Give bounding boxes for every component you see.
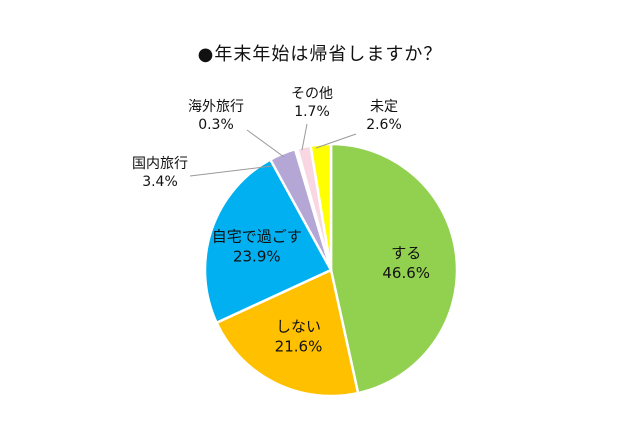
- leader-line: [301, 123, 308, 151]
- slice-label: 海外旅行: [188, 99, 244, 115]
- slice-value-label: 21.6%: [275, 337, 323, 355]
- slice-label: 自宅で過ごす: [212, 228, 302, 246]
- slice-value-label: 2.6%: [366, 117, 402, 133]
- slice-label: その他: [291, 86, 333, 102]
- slice-label: しない: [276, 317, 321, 335]
- slice-label: 国内旅行: [132, 156, 188, 172]
- slice-value-label: 46.6%: [382, 264, 430, 282]
- slice-label: する: [391, 244, 421, 262]
- chart-title: ●年末年始は帰省しますか？: [197, 44, 443, 65]
- pie-slice-7: [309, 142, 333, 272]
- pie-slice-3: [203, 158, 333, 324]
- slice-value-label: 23.9%: [233, 248, 281, 266]
- slice-label: 未定: [370, 99, 398, 115]
- slice-value-label: 0.3%: [198, 117, 234, 133]
- leader-line: [189, 165, 273, 177]
- leader-line: [246, 129, 285, 158]
- pie-slice-1: [329, 142, 459, 395]
- leader-line: [315, 133, 357, 149]
- slice-value-label: 3.4%: [142, 174, 178, 190]
- slice-value-label: 1.7%: [294, 104, 330, 120]
- pie-slice-2: [215, 268, 360, 398]
